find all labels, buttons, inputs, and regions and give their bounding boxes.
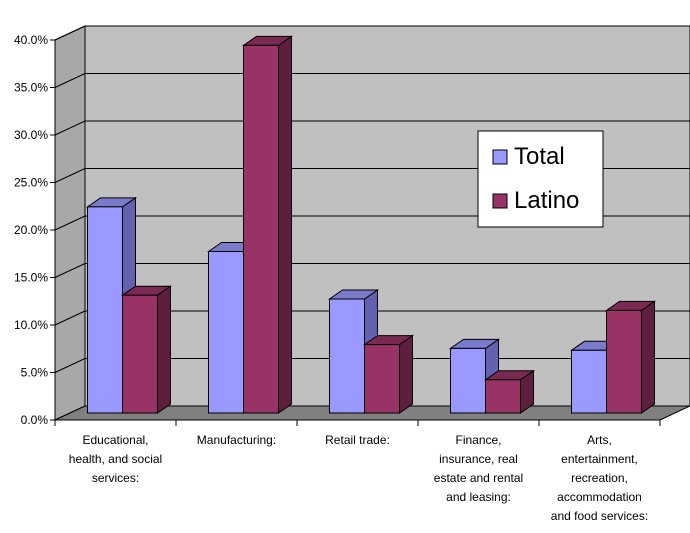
bar-latino [483,369,536,414]
x-tick-label: insurance, real [439,452,518,466]
legend-label-latino: Latino [514,187,579,214]
y-tick-label: 5.0% [21,366,49,380]
x-tick-label: recreation, [571,471,628,485]
bar-front [329,298,365,414]
y-tick-label: 20.0% [14,223,48,237]
x-tick-label: health, and social [69,452,162,466]
bar-front [606,309,642,414]
x-tick-label: and leasing: [446,490,511,504]
gridline-side [54,168,86,183]
legend-box [477,130,604,228]
x-tick-label: accommodation [557,490,642,504]
x-tick-label: Educational, [82,433,148,447]
gridline-side [54,120,86,136]
x-axis-labels: Educational, health, and social services: M… [54,420,661,523]
y-tick-label: 10.0% [14,318,48,332]
x-tick-label: Finance, [455,433,501,447]
bar-front [122,294,158,414]
bar-front [87,206,123,414]
bars [85,35,657,414]
bar-latino [120,285,173,414]
legend-swatch-latino [492,193,508,209]
gridline-side [54,25,86,41]
bar-front [485,379,521,414]
gridline-side [54,263,86,278]
x-tick-label: estate and rental [434,471,523,485]
gridline-side [54,215,86,231]
bar-latino [604,300,657,414]
bar-side [399,334,413,414]
y-tick-label: 40.0% [14,33,48,47]
y-axis: 0.0% 5.0% 10.0% 15.0% 20.0% 25.0% 30.0% 35.0% 40… [14,33,56,427]
x-tick-label: Arts, [587,433,612,447]
x-tick-label: Retail trade: [325,433,390,447]
y-tick-label: 0.0% [21,413,49,427]
y-tick-label: 30.0% [14,128,48,142]
bar-front [208,251,244,414]
bar-latino [362,334,415,414]
gridline-side [54,310,86,326]
legend: Total Latino [477,130,604,228]
bar-latino [241,35,294,414]
bar-side [157,285,171,414]
legend-swatch-total [492,149,508,165]
bar-side [278,35,292,414]
gridline-side [54,73,86,88]
x-tick-label: services: [92,471,139,485]
y-tick-label: 15.0% [14,271,48,285]
gridline-side [54,358,86,373]
legend-label-total: Total [514,143,565,170]
bar-front [243,44,279,414]
bar-front [571,349,607,414]
gridlines [54,25,690,373]
y-tick-label: 25.0% [14,176,48,190]
bar-side [641,300,655,414]
x-tick-label: entertainment, [561,452,638,466]
bar-front [450,347,486,414]
x-tick-label: Manufacturing: [197,433,276,447]
bar-front [364,344,400,414]
y-tick-label: 35.0% [14,81,48,95]
x-tick-label: and food services: [551,509,648,523]
